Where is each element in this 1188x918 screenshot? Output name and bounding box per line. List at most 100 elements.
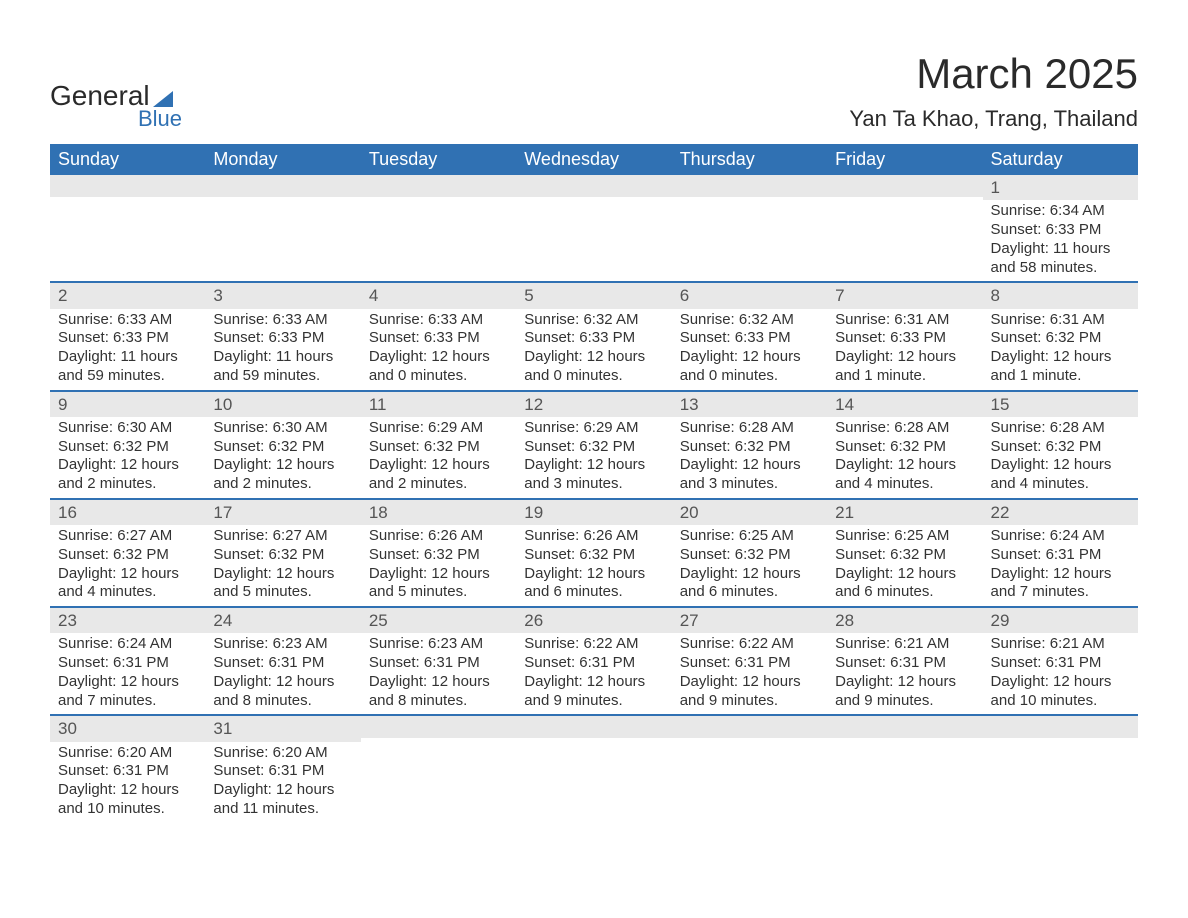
sunrise-text: Sunrise: 6:34 AM xyxy=(991,202,1130,221)
calendar-day-cell: 4Sunrise: 6:33 AMSunset: 6:33 PMDaylight… xyxy=(361,282,516,390)
sunset-text: Sunset: 6:31 PM xyxy=(991,546,1130,565)
day-data: Sunrise: 6:22 AMSunset: 6:31 PMDaylight:… xyxy=(516,633,671,714)
sunset-text: Sunset: 6:33 PM xyxy=(58,329,197,348)
day-data xyxy=(672,197,827,273)
day-data xyxy=(672,738,827,814)
sunset-text: Sunset: 6:31 PM xyxy=(991,654,1130,673)
day-number: 28 xyxy=(827,608,982,633)
calendar-day-cell: 30Sunrise: 6:20 AMSunset: 6:31 PMDayligh… xyxy=(50,715,205,822)
calendar-day-cell xyxy=(361,715,516,822)
day-data: Sunrise: 6:31 AMSunset: 6:33 PMDaylight:… xyxy=(827,309,982,390)
calendar-day-cell: 9Sunrise: 6:30 AMSunset: 6:32 PMDaylight… xyxy=(50,391,205,499)
day-data xyxy=(827,197,982,273)
sunset-text: Sunset: 6:32 PM xyxy=(369,546,508,565)
day-number xyxy=(361,716,516,738)
daylight-text: Daylight: 12 hours and 1 minute. xyxy=(835,348,974,386)
calendar-day-cell xyxy=(361,175,516,282)
sunrise-text: Sunrise: 6:31 AM xyxy=(991,311,1130,330)
daylight-text: Daylight: 11 hours and 59 minutes. xyxy=(58,348,197,386)
day-data xyxy=(50,197,205,273)
day-data: Sunrise: 6:29 AMSunset: 6:32 PMDaylight:… xyxy=(361,417,516,498)
daylight-text: Daylight: 12 hours and 8 minutes. xyxy=(213,673,352,711)
day-number xyxy=(827,175,982,197)
calendar-day-cell: 14Sunrise: 6:28 AMSunset: 6:32 PMDayligh… xyxy=(827,391,982,499)
day-number: 2 xyxy=(50,283,205,308)
daylight-text: Daylight: 12 hours and 1 minute. xyxy=(991,348,1130,386)
sunset-text: Sunset: 6:32 PM xyxy=(680,438,819,457)
daylight-text: Daylight: 12 hours and 9 minutes. xyxy=(680,673,819,711)
weekday-header: Friday xyxy=(827,144,982,175)
calendar-day-cell: 22Sunrise: 6:24 AMSunset: 6:31 PMDayligh… xyxy=(983,499,1138,607)
sunrise-text: Sunrise: 6:20 AM xyxy=(213,744,352,763)
day-number xyxy=(516,175,671,197)
sunset-text: Sunset: 6:32 PM xyxy=(369,438,508,457)
sunrise-text: Sunrise: 6:30 AM xyxy=(213,419,352,438)
daylight-text: Daylight: 12 hours and 11 minutes. xyxy=(213,781,352,819)
calendar-day-cell: 28Sunrise: 6:21 AMSunset: 6:31 PMDayligh… xyxy=(827,607,982,715)
daylight-text: Daylight: 12 hours and 3 minutes. xyxy=(524,456,663,494)
sunrise-text: Sunrise: 6:32 AM xyxy=(680,311,819,330)
day-number: 30 xyxy=(50,716,205,741)
day-data xyxy=(205,197,360,273)
calendar-day-cell: 29Sunrise: 6:21 AMSunset: 6:31 PMDayligh… xyxy=(983,607,1138,715)
sunrise-text: Sunrise: 6:22 AM xyxy=(680,635,819,654)
day-data xyxy=(361,738,516,814)
logo-text-top: General xyxy=(50,80,150,112)
sunrise-text: Sunrise: 6:26 AM xyxy=(369,527,508,546)
sunset-text: Sunset: 6:33 PM xyxy=(213,329,352,348)
calendar-day-cell: 31Sunrise: 6:20 AMSunset: 6:31 PMDayligh… xyxy=(205,715,360,822)
calendar-day-cell: 19Sunrise: 6:26 AMSunset: 6:32 PMDayligh… xyxy=(516,499,671,607)
sunset-text: Sunset: 6:33 PM xyxy=(369,329,508,348)
day-number xyxy=(672,175,827,197)
sunset-text: Sunset: 6:32 PM xyxy=(680,546,819,565)
sunrise-text: Sunrise: 6:25 AM xyxy=(680,527,819,546)
day-data xyxy=(361,197,516,273)
sunset-text: Sunset: 6:31 PM xyxy=(369,654,508,673)
sail-icon xyxy=(153,91,173,107)
day-data: Sunrise: 6:28 AMSunset: 6:32 PMDaylight:… xyxy=(827,417,982,498)
day-data: Sunrise: 6:32 AMSunset: 6:33 PMDaylight:… xyxy=(672,309,827,390)
calendar-day-cell: 17Sunrise: 6:27 AMSunset: 6:32 PMDayligh… xyxy=(205,499,360,607)
calendar-day-cell: 25Sunrise: 6:23 AMSunset: 6:31 PMDayligh… xyxy=(361,607,516,715)
sunrise-text: Sunrise: 6:25 AM xyxy=(835,527,974,546)
day-number: 19 xyxy=(516,500,671,525)
day-number xyxy=(672,716,827,738)
calendar-day-cell: 2Sunrise: 6:33 AMSunset: 6:33 PMDaylight… xyxy=(50,282,205,390)
day-data: Sunrise: 6:22 AMSunset: 6:31 PMDaylight:… xyxy=(672,633,827,714)
location-subtitle: Yan Ta Khao, Trang, Thailand xyxy=(849,106,1138,132)
day-data: Sunrise: 6:33 AMSunset: 6:33 PMDaylight:… xyxy=(205,309,360,390)
daylight-text: Daylight: 12 hours and 3 minutes. xyxy=(680,456,819,494)
calendar-table: SundayMondayTuesdayWednesdayThursdayFrid… xyxy=(50,144,1138,823)
daylight-text: Daylight: 12 hours and 7 minutes. xyxy=(58,673,197,711)
sunset-text: Sunset: 6:31 PM xyxy=(835,654,974,673)
day-data: Sunrise: 6:20 AMSunset: 6:31 PMDaylight:… xyxy=(50,742,205,823)
day-number: 11 xyxy=(361,392,516,417)
daylight-text: Daylight: 12 hours and 2 minutes. xyxy=(213,456,352,494)
day-number: 22 xyxy=(983,500,1138,525)
calendar-week-row: 23Sunrise: 6:24 AMSunset: 6:31 PMDayligh… xyxy=(50,607,1138,715)
calendar-day-cell: 5Sunrise: 6:32 AMSunset: 6:33 PMDaylight… xyxy=(516,282,671,390)
daylight-text: Daylight: 12 hours and 4 minutes. xyxy=(835,456,974,494)
sunset-text: Sunset: 6:31 PM xyxy=(58,654,197,673)
calendar-day-cell: 11Sunrise: 6:29 AMSunset: 6:32 PMDayligh… xyxy=(361,391,516,499)
calendar-week-row: 9Sunrise: 6:30 AMSunset: 6:32 PMDaylight… xyxy=(50,391,1138,499)
calendar-day-cell: 18Sunrise: 6:26 AMSunset: 6:32 PMDayligh… xyxy=(361,499,516,607)
daylight-text: Daylight: 12 hours and 5 minutes. xyxy=(213,565,352,603)
sunset-text: Sunset: 6:33 PM xyxy=(991,221,1130,240)
calendar-day-cell: 3Sunrise: 6:33 AMSunset: 6:33 PMDaylight… xyxy=(205,282,360,390)
calendar-day-cell xyxy=(516,715,671,822)
weekday-header: Monday xyxy=(205,144,360,175)
day-data: Sunrise: 6:30 AMSunset: 6:32 PMDaylight:… xyxy=(205,417,360,498)
sunset-text: Sunset: 6:32 PM xyxy=(835,546,974,565)
calendar-day-cell: 10Sunrise: 6:30 AMSunset: 6:32 PMDayligh… xyxy=(205,391,360,499)
sunset-text: Sunset: 6:32 PM xyxy=(524,546,663,565)
sunrise-text: Sunrise: 6:30 AM xyxy=(58,419,197,438)
day-number: 3 xyxy=(205,283,360,308)
daylight-text: Daylight: 12 hours and 9 minutes. xyxy=(524,673,663,711)
sunset-text: Sunset: 6:31 PM xyxy=(213,762,352,781)
day-data: Sunrise: 6:28 AMSunset: 6:32 PMDaylight:… xyxy=(983,417,1138,498)
calendar-day-cell: 20Sunrise: 6:25 AMSunset: 6:32 PMDayligh… xyxy=(672,499,827,607)
day-number: 9 xyxy=(50,392,205,417)
day-data: Sunrise: 6:32 AMSunset: 6:33 PMDaylight:… xyxy=(516,309,671,390)
day-number: 16 xyxy=(50,500,205,525)
